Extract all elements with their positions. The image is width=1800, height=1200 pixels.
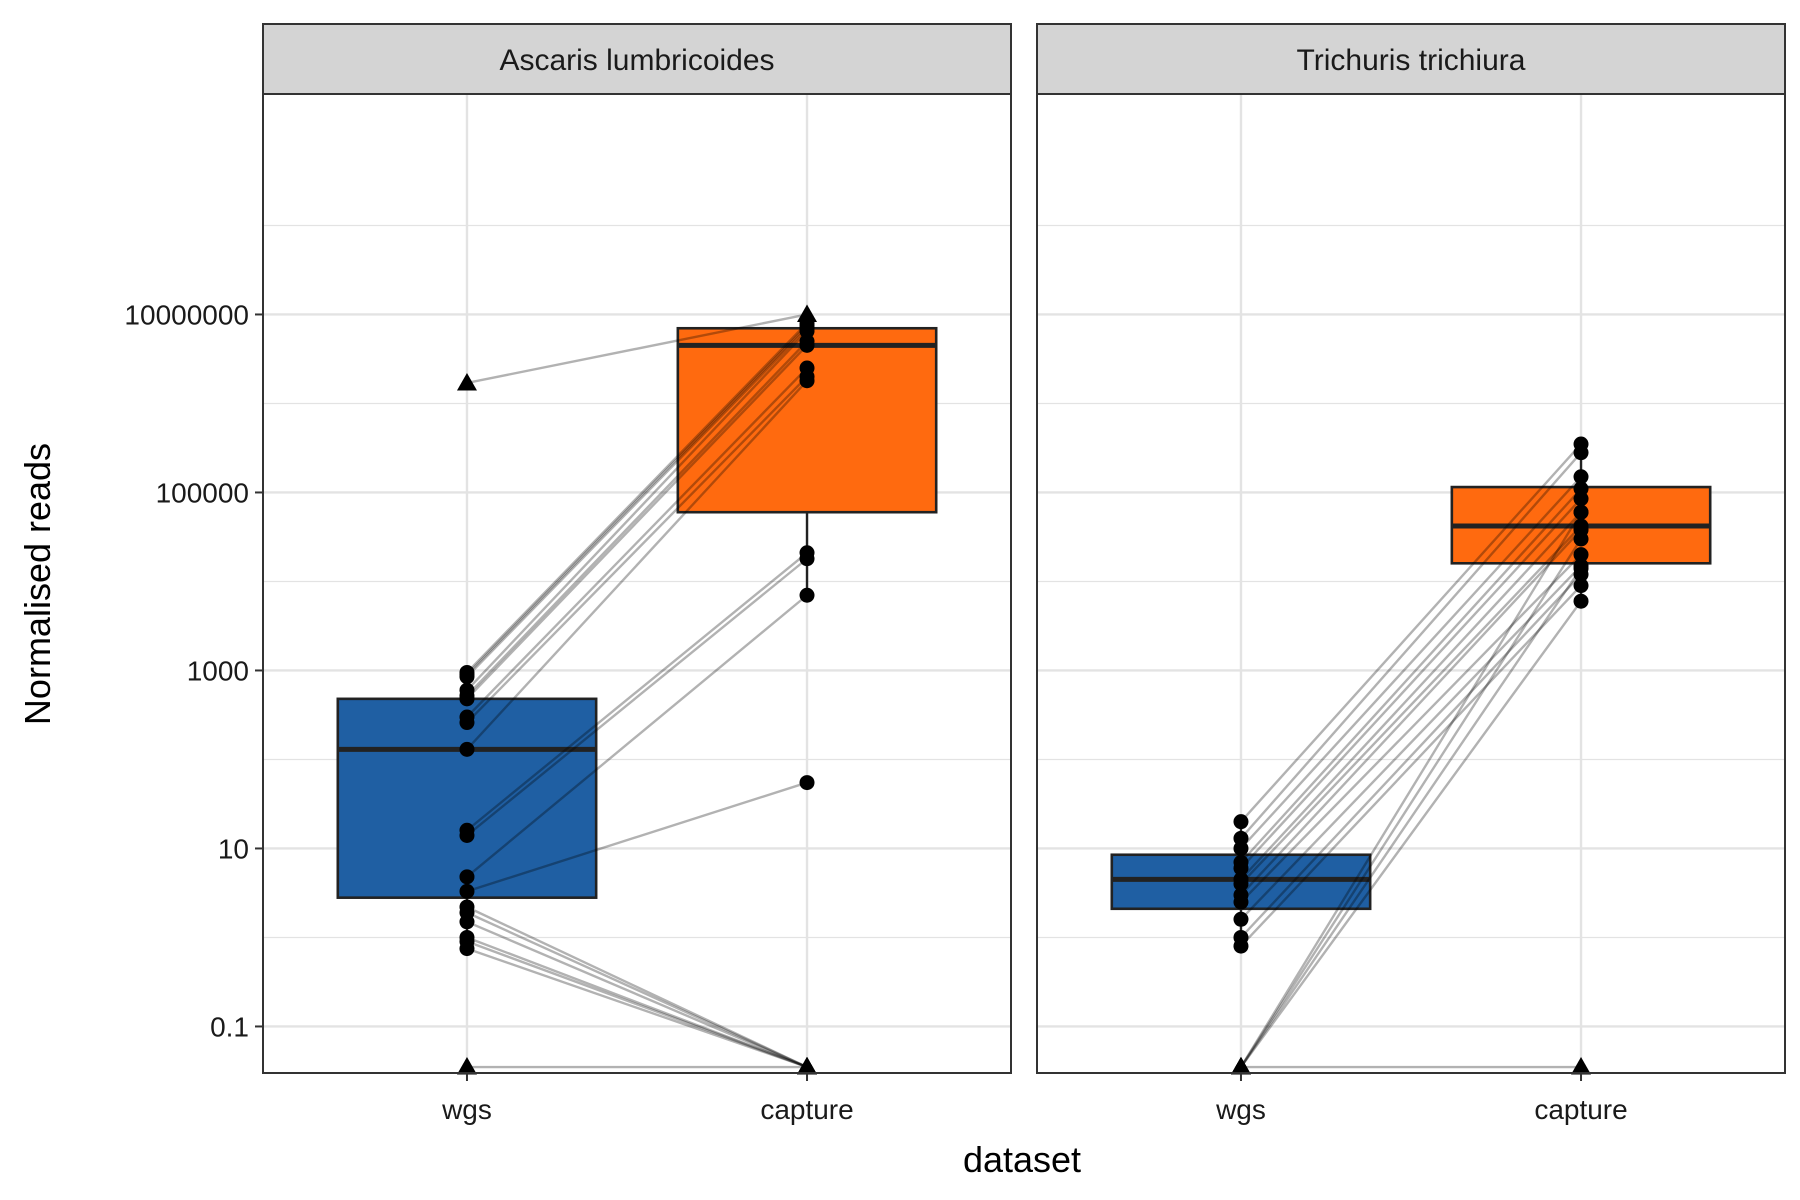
pair-line	[1240, 511, 1582, 881]
y-axis: 0.1 10 1000 100000 10000000	[124, 299, 263, 1042]
pair-line	[1240, 573, 1582, 939]
data-point	[1573, 593, 1589, 609]
data-point	[1233, 814, 1249, 830]
data-point	[1233, 840, 1249, 856]
pair-line	[466, 375, 808, 724]
data-point	[1233, 938, 1249, 954]
pair-line	[1240, 529, 1582, 896]
data-point	[459, 669, 475, 685]
x-tick-label: capture	[760, 1094, 853, 1125]
pair-line	[466, 947, 808, 1069]
pair-line	[466, 324, 808, 676]
x-tick-label: capture	[1534, 1094, 1627, 1125]
box-body	[676, 326, 938, 514]
pair-line	[466, 379, 808, 751]
pair-line	[466, 327, 808, 678]
pair-line	[466, 594, 808, 878]
pair-line	[466, 367, 808, 718]
data-point-triangle	[1571, 1057, 1592, 1075]
y-tick-label: 0.1	[210, 1011, 249, 1042]
data-point	[459, 914, 475, 930]
pair-line	[1239, 511, 1583, 1068]
data-point	[459, 883, 475, 899]
pair-lines	[466, 313, 808, 1069]
pair-line	[466, 781, 808, 893]
pair-line	[466, 551, 808, 832]
panel-background	[1037, 94, 1785, 1073]
y-axis-title: Normalised reads	[17, 443, 58, 725]
pair-line	[466, 920, 808, 1069]
pair-line	[1240, 600, 1582, 1068]
data-point	[799, 551, 815, 567]
data-point	[799, 337, 815, 353]
pair-line	[466, 905, 808, 1069]
data-points	[456, 304, 818, 1075]
pair-line	[1240, 475, 1582, 850]
pair-line	[466, 557, 808, 837]
data-point	[459, 869, 475, 885]
data-point	[1233, 860, 1249, 876]
box-body	[336, 697, 598, 899]
pair-line	[1240, 564, 1582, 921]
pair-line	[1240, 525, 1582, 885]
y-tick-label: 10	[218, 833, 249, 864]
data-point	[799, 587, 815, 603]
data-point	[1573, 469, 1589, 485]
data-point	[1233, 876, 1249, 892]
pair-line	[1240, 443, 1582, 823]
strip-background	[262, 23, 1012, 95]
data-point	[459, 741, 475, 757]
data-point	[1573, 445, 1589, 461]
panel-2: Trichuris trichiura wgs capture	[1036, 23, 1786, 1125]
data-point	[1233, 911, 1249, 927]
data-points	[1230, 436, 1592, 1075]
data-point-triangle	[456, 1057, 477, 1075]
data-point	[799, 775, 815, 791]
pair-line	[1239, 567, 1583, 1068]
pair-line	[1240, 553, 1582, 903]
pair-line	[1239, 538, 1583, 1068]
data-point	[1573, 578, 1589, 594]
pair-line	[466, 313, 808, 385]
data-point	[459, 691, 475, 707]
data-point-triangle	[1230, 1057, 1251, 1075]
pair-line	[466, 330, 808, 692]
pair-lines	[1239, 443, 1583, 1069]
data-point	[459, 941, 475, 957]
data-point	[1573, 504, 1589, 520]
pair-line	[1240, 497, 1582, 870]
pair-line	[1240, 451, 1582, 840]
data-point	[1573, 531, 1589, 547]
panel-1: Ascaris lumbricoides wgs capture	[262, 23, 1012, 1125]
pair-line	[1240, 487, 1582, 864]
pair-line	[466, 340, 808, 697]
data-point-triangle	[456, 372, 477, 391]
x-tick-label: wgs	[441, 1094, 492, 1125]
data-point	[799, 373, 815, 389]
panel-title: Trichuris trichiura	[1297, 44, 1526, 77]
data-point	[1573, 491, 1589, 507]
y-tick-label: 10000000	[124, 299, 249, 330]
pair-line	[1240, 584, 1582, 947]
panel-background	[263, 94, 1011, 1073]
data-point	[459, 715, 475, 731]
pair-line	[466, 911, 808, 1069]
data-point	[459, 827, 475, 843]
strip-background	[1036, 23, 1786, 95]
data-point	[1573, 560, 1589, 576]
pair-line	[466, 940, 808, 1069]
data-point	[1233, 894, 1249, 910]
pair-line	[466, 344, 808, 700]
y-tick-label: 1000	[187, 655, 249, 686]
pair-line	[466, 322, 808, 674]
x-tick-label: wgs	[1215, 1094, 1266, 1125]
x-axis-title: dataset	[963, 1139, 1081, 1180]
data-point	[1573, 547, 1589, 563]
panel-title: Ascaris lumbricoides	[499, 44, 774, 77]
pair-line	[466, 936, 808, 1069]
data-point-triangle	[797, 1057, 818, 1075]
y-tick-label: 100000	[156, 477, 249, 508]
